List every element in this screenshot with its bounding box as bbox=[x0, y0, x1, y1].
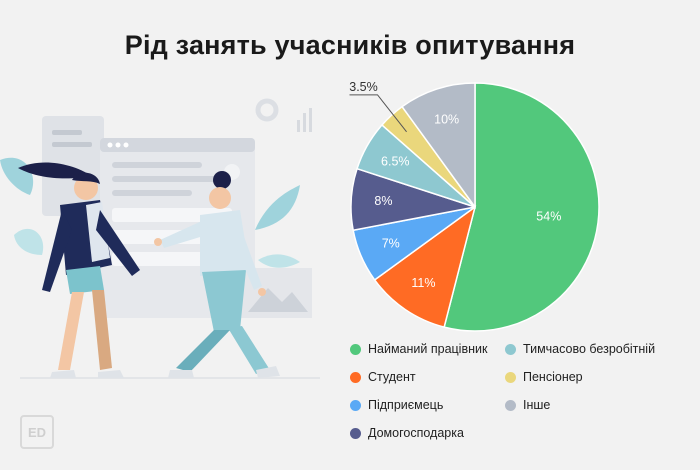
legend-item: Підприємець bbox=[350, 398, 505, 412]
legend-item: Найманий працівник bbox=[350, 342, 505, 356]
legend-label: Підприємець bbox=[368, 398, 444, 412]
slice-value-label: 3.5% bbox=[349, 80, 378, 94]
legend-swatch bbox=[505, 399, 516, 411]
legend-label: Найманий працівник bbox=[368, 342, 488, 356]
legend-item: Студент bbox=[350, 370, 505, 384]
slice-value-label: 54% bbox=[536, 209, 561, 223]
slice-value-label: 6.5% bbox=[381, 155, 410, 169]
pie-slice bbox=[401, 82, 476, 210]
slice-value-label: 10% bbox=[434, 113, 459, 127]
ed-logo: ED bbox=[20, 415, 54, 449]
legend-swatch bbox=[350, 399, 361, 411]
legend-item: Пенсіонер bbox=[505, 370, 695, 384]
pie-chart: 54% 11% 7% 8% 6.5% 3.5% 10% bbox=[349, 80, 600, 332]
chart-legend: Найманий працівник Тимчасово безробітній С… bbox=[350, 342, 700, 440]
slice-value-label: 7% bbox=[382, 236, 400, 250]
slice-value-label: 11% bbox=[411, 276, 435, 290]
slice-value-label: 8% bbox=[374, 194, 392, 208]
legend-swatch bbox=[505, 371, 516, 383]
legend-item: Інше bbox=[505, 398, 695, 412]
legend-swatch bbox=[505, 343, 516, 355]
pie-slice bbox=[443, 82, 600, 332]
people-illustration bbox=[0, 98, 320, 379]
legend-label: Тимчасово безробітній bbox=[523, 342, 656, 356]
pie-slice bbox=[373, 205, 477, 329]
legend-swatch bbox=[350, 343, 361, 355]
legend-label: Домогосподарка bbox=[368, 426, 464, 440]
legend-label: Інше bbox=[523, 398, 551, 412]
legend-swatch bbox=[350, 427, 361, 439]
page-title: Рід занять учасників опитування bbox=[124, 30, 576, 60]
legend-label: Студент bbox=[368, 370, 416, 384]
legend-item: Домогосподарка bbox=[350, 426, 505, 440]
legend-label: Пенсіонер bbox=[523, 370, 583, 384]
legend-swatch bbox=[350, 371, 361, 383]
legend-item: Тимчасово безробітній bbox=[505, 342, 695, 356]
label-leader-line bbox=[349, 94, 407, 133]
